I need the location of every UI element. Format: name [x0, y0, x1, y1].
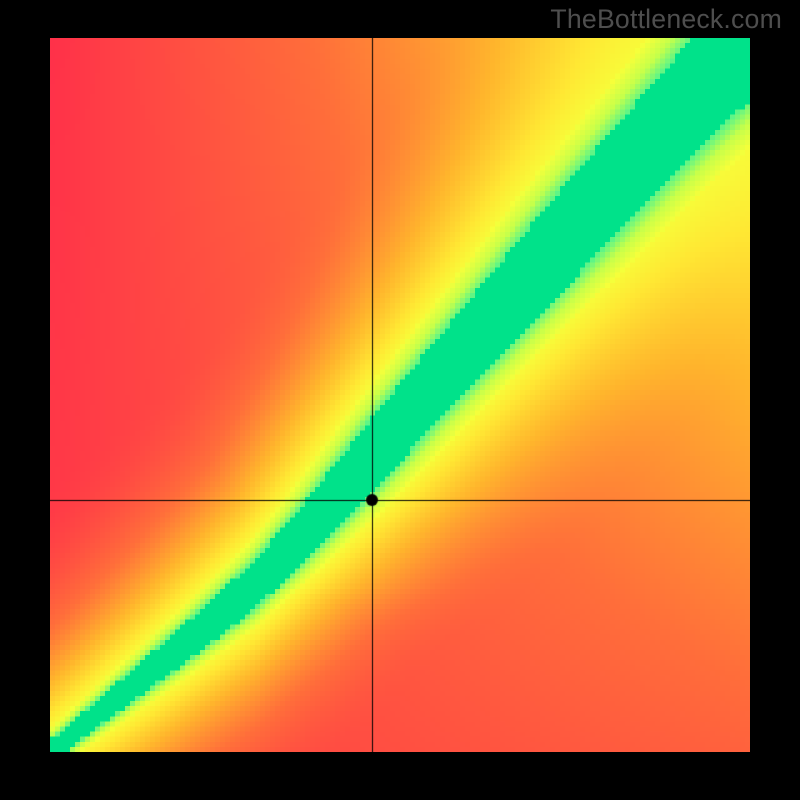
- chart-frame: { "canvas": { "width": 800, "height": 80…: [0, 0, 800, 800]
- crosshair-overlay: [50, 38, 750, 752]
- watermark-text: TheBottleneck.com: [550, 4, 782, 35]
